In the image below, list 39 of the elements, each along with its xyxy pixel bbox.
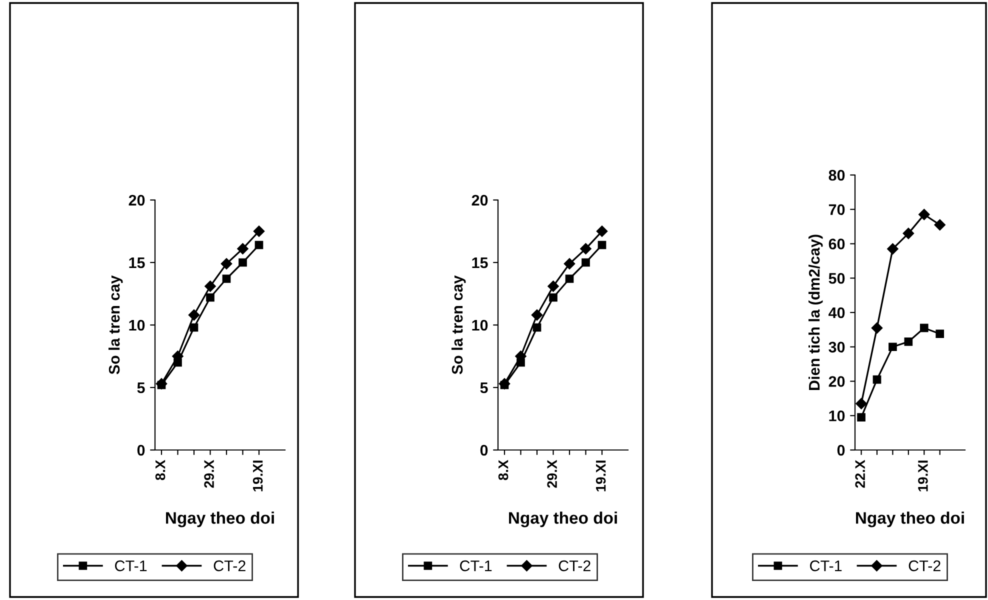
y-tick-label: 0 <box>480 444 488 456</box>
y-tick-label: 0 <box>137 444 145 456</box>
x-tick-label: 19.XI <box>918 460 928 492</box>
y-tick-label: 80 <box>828 170 845 181</box>
y-tick-label: 10 <box>829 410 845 422</box>
y-tick-label: 5 <box>137 382 145 394</box>
y-tick-label: 20 <box>828 376 845 387</box>
x-axis-title: Ngay theo doi <box>166 512 274 528</box>
y-axis-title: So la tren cay <box>108 275 123 374</box>
y-tick-label: 70 <box>828 204 845 216</box>
y-axis-title: Dien tich la (dm2/cay) <box>808 234 823 390</box>
y-tick-label: 15 <box>472 258 488 268</box>
legend-label: CT-2 <box>558 560 590 572</box>
y-tick-label: 15 <box>129 258 145 268</box>
x-tick-label: 8.X <box>498 460 508 480</box>
y-tick-label: 60 <box>828 238 845 250</box>
y-tick-label: 20 <box>128 194 145 206</box>
y-tick-label: 40 <box>828 307 845 318</box>
y-tick-label: 10 <box>129 320 145 331</box>
legend-label: CT-1 <box>810 560 842 572</box>
x-tick-label: 8.X <box>155 460 166 480</box>
legend-label: CT-1 <box>115 560 147 572</box>
x-tick-label: 19.XI <box>596 460 606 492</box>
x-tick-label: 22.X <box>855 460 865 488</box>
y-tick-label: 5 <box>480 382 488 394</box>
x-tick-label: 19.XI <box>252 460 263 492</box>
y-tick-label: 50 <box>828 272 845 284</box>
y-tick-label: 0 <box>837 444 845 456</box>
legend-label: CT-2 <box>908 560 940 572</box>
legend-label: CT-2 <box>214 560 246 572</box>
y-tick-label: 30 <box>828 342 845 353</box>
legend-label: CT-1 <box>460 560 492 572</box>
y-tick-label: 10 <box>472 320 488 331</box>
y-tick-label: 20 <box>472 194 488 206</box>
x-tick-label: 29.X <box>547 460 557 488</box>
y-axis-title: So la tren cay <box>451 275 466 374</box>
x-axis-title: Ngay theo doi <box>509 512 617 528</box>
x-axis-title: Ngay theo doi <box>856 512 964 528</box>
x-tick-label: 29.X <box>204 460 214 488</box>
